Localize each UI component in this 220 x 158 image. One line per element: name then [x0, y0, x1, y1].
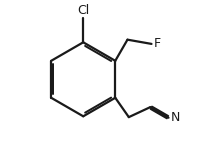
- Text: F: F: [153, 37, 161, 50]
- Text: N: N: [171, 111, 180, 124]
- Text: Cl: Cl: [77, 4, 89, 17]
